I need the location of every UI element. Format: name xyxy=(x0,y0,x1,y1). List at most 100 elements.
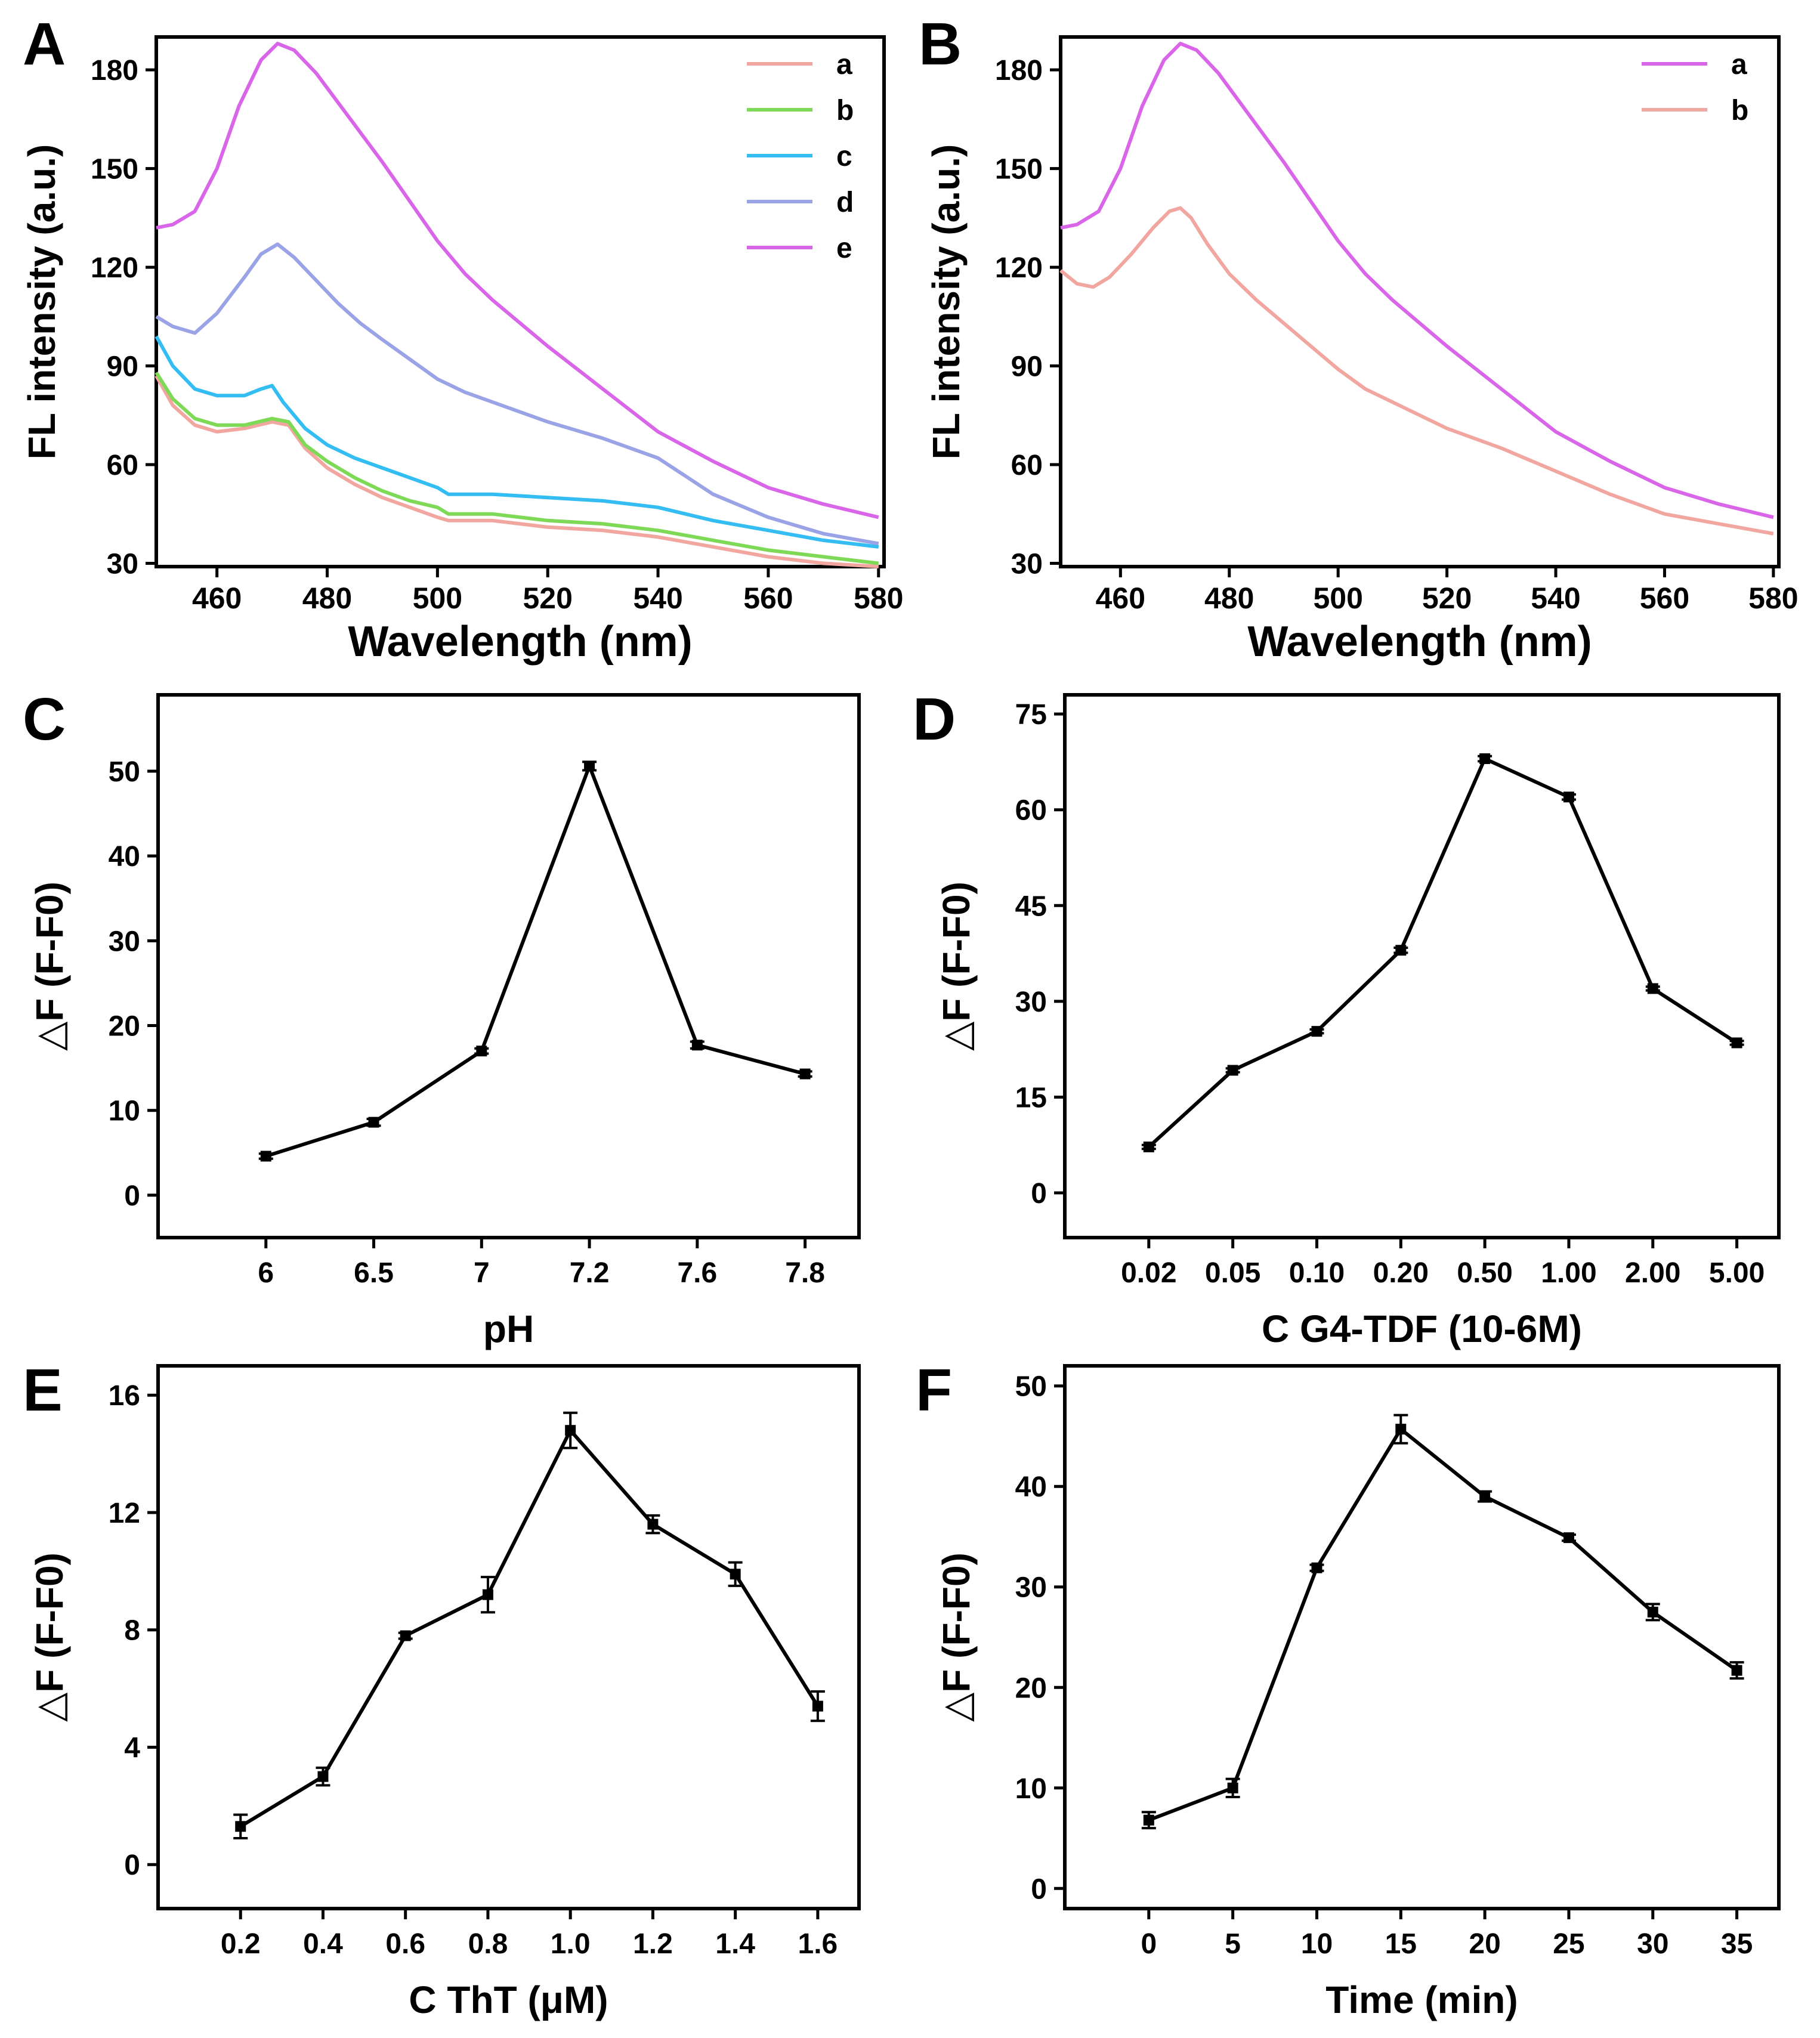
x-tick-label-B-2: 500 xyxy=(1313,582,1362,615)
x-tick-label-B-3: 520 xyxy=(1422,582,1472,615)
x-tick-label-F-3: 15 xyxy=(1385,1928,1417,1960)
panel-D-letter: D xyxy=(913,686,956,753)
series-line-A-e xyxy=(156,42,879,519)
data-point-E-7 xyxy=(812,1700,823,1712)
y-tick-label-C-1: 10 xyxy=(109,1096,140,1127)
y-tick-label-A-3: 120 xyxy=(91,252,138,284)
x-tick-label-D-2: 0.10 xyxy=(1289,1257,1345,1289)
x-axis-label-F: Time (min) xyxy=(1325,1978,1518,2021)
y-tick-label-D-5: 75 xyxy=(1015,699,1047,731)
x-tick-label-A-0: 460 xyxy=(192,582,242,615)
data-point-C-3 xyxy=(584,760,595,772)
series-line-B-a xyxy=(1060,42,1774,519)
panel-A-letter: A xyxy=(23,11,66,78)
x-tick-label-C-4: 7.6 xyxy=(677,1257,717,1289)
legend-label-B-b: b xyxy=(1731,95,1748,126)
x-tick-label-A-4: 540 xyxy=(633,582,682,615)
series-line-A-d xyxy=(155,242,879,546)
series-line-A-a xyxy=(155,375,879,568)
data-point-F-5 xyxy=(1563,1532,1574,1544)
x-tick-label-E-1: 0.4 xyxy=(303,1928,343,1960)
data-point-E-1 xyxy=(317,1771,329,1782)
x-tick-label-F-4: 20 xyxy=(1469,1928,1500,1960)
panel-F: F 0 5 10 15 20 25 30 35 0 10 20 30 40 50 △F (F-F0) Time… xyxy=(916,1357,1781,2021)
data-point-F-3 xyxy=(1395,1424,1407,1435)
y-tick-label-F-5: 50 xyxy=(1015,1371,1047,1403)
y-tick-label-B-2: 90 xyxy=(1011,351,1043,383)
y-tick-label-A-4: 150 xyxy=(91,154,138,185)
data-point-D-0 xyxy=(1143,1141,1154,1152)
chart-C: 6 6.5 7 7.2 7.6 7.8 0 10 20 30 40 50 △F (F-F0) pH xyxy=(28,693,861,1350)
plot-frame-D xyxy=(1063,693,1781,1239)
data-point-F-4 xyxy=(1479,1491,1491,1502)
data-point-E-3 xyxy=(482,1589,493,1600)
y-tick-label-C-3: 30 xyxy=(109,926,140,957)
y-axis-label-C: △F (F-F0) xyxy=(28,882,71,1051)
x-tick-label-E-4: 1.0 xyxy=(551,1928,591,1960)
legend-label-A-c: c xyxy=(836,141,852,172)
x-tick-label-F-0: 0 xyxy=(1141,1928,1157,1960)
series-line-E xyxy=(239,1428,820,1828)
y-axis-label-F: △F (F-F0) xyxy=(935,1553,978,1722)
y-tick-label-D-2: 30 xyxy=(1015,986,1047,1018)
data-point-C-5 xyxy=(799,1068,811,1080)
y-tick-label-B-3: 120 xyxy=(995,252,1043,284)
panel-A: A 460 480 500 520 540 560 580 30 60 90 120 150 180 Wa… xyxy=(20,11,903,666)
series-line-A-c xyxy=(155,335,879,549)
plot-frame-E xyxy=(156,1364,861,1910)
x-tick-label-E-2: 0.6 xyxy=(385,1928,425,1960)
series-line-C xyxy=(265,764,806,1158)
legend-label-A-e: e xyxy=(836,233,852,264)
y-tick-label-B-1: 60 xyxy=(1011,450,1043,481)
chart-E: 0.2 0.4 0.6 0.8 1.0 1.2 1.4 1.6 0 4 8 12 16 △F (F-F0)… xyxy=(28,1364,861,2021)
panel-B-letter: B xyxy=(919,11,962,78)
y-tick-label-F-4: 40 xyxy=(1015,1471,1047,1503)
data-point-E-4 xyxy=(565,1425,576,1436)
y-tick-label-D-4: 60 xyxy=(1015,795,1047,827)
y-tick-label-A-1: 60 xyxy=(107,450,138,481)
x-tick-label-D-0: 0.02 xyxy=(1121,1257,1176,1289)
x-tick-label-D-4: 0.50 xyxy=(1457,1257,1512,1289)
y-tick-label-E-4: 16 xyxy=(109,1380,140,1412)
x-tick-label-D-6: 2.00 xyxy=(1625,1257,1680,1289)
y-tick-label-F-3: 30 xyxy=(1015,1572,1047,1604)
legend-label-A-b: b xyxy=(836,95,854,126)
series-line-F xyxy=(1148,1427,1738,1822)
x-tick-label-C-0: 6 xyxy=(258,1257,274,1289)
data-point-E-2 xyxy=(400,1630,411,1641)
y-tick-label-D-1: 15 xyxy=(1015,1082,1047,1114)
x-tick-label-A-6: 580 xyxy=(854,582,903,615)
x-axis-label-C: pH xyxy=(483,1307,534,1350)
y-tick-label-E-3: 12 xyxy=(109,1498,140,1529)
data-point-D-4 xyxy=(1479,753,1491,765)
data-point-F-7 xyxy=(1731,1665,1742,1676)
x-tick-label-C-3: 7.2 xyxy=(570,1257,610,1289)
x-axis-label-E: C ThT (μM) xyxy=(409,1978,608,2021)
x-tick-label-C-1: 6.5 xyxy=(354,1257,394,1289)
legend-label-A-a: a xyxy=(836,49,852,81)
data-point-E-0 xyxy=(235,1821,246,1832)
x-axis-label-A: Wavelength (nm) xyxy=(348,618,692,666)
x-tick-label-A-5: 560 xyxy=(743,582,793,615)
y-tick-label-E-1: 4 xyxy=(124,1732,140,1764)
data-point-E-6 xyxy=(730,1569,741,1580)
y-axis-label-D: △F (F-F0) xyxy=(935,882,978,1051)
x-tick-label-D-7: 5.00 xyxy=(1709,1257,1765,1289)
x-tick-label-E-0: 0.2 xyxy=(221,1928,261,1960)
series-line-A-b xyxy=(155,372,879,565)
plot-frame-A xyxy=(155,35,886,568)
panel-B: B 460 480 500 520 540 560 580 30 60 90 120 150 180 Wa… xyxy=(919,11,1799,666)
y-tick-label-A-0: 30 xyxy=(107,548,138,580)
data-point-D-2 xyxy=(1311,1026,1322,1037)
x-tick-label-F-7: 35 xyxy=(1721,1928,1753,1960)
y-tick-label-C-2: 20 xyxy=(109,1011,140,1043)
x-axis-label-D: C G4-TDF (10-6M) xyxy=(1262,1307,1582,1350)
y-axis-label-A: FL intensity (a.u.) xyxy=(20,144,63,460)
plot-frame-B xyxy=(1059,35,1781,568)
x-tick-label-A-3: 520 xyxy=(523,582,572,615)
y-tick-label-C-0: 0 xyxy=(124,1180,140,1212)
chart-F: 0 5 10 15 20 25 30 35 0 10 20 30 40 50 △F (F-F0) Time (… xyxy=(935,1364,1781,2021)
data-point-F-1 xyxy=(1227,1782,1238,1793)
data-point-C-0 xyxy=(260,1151,271,1162)
